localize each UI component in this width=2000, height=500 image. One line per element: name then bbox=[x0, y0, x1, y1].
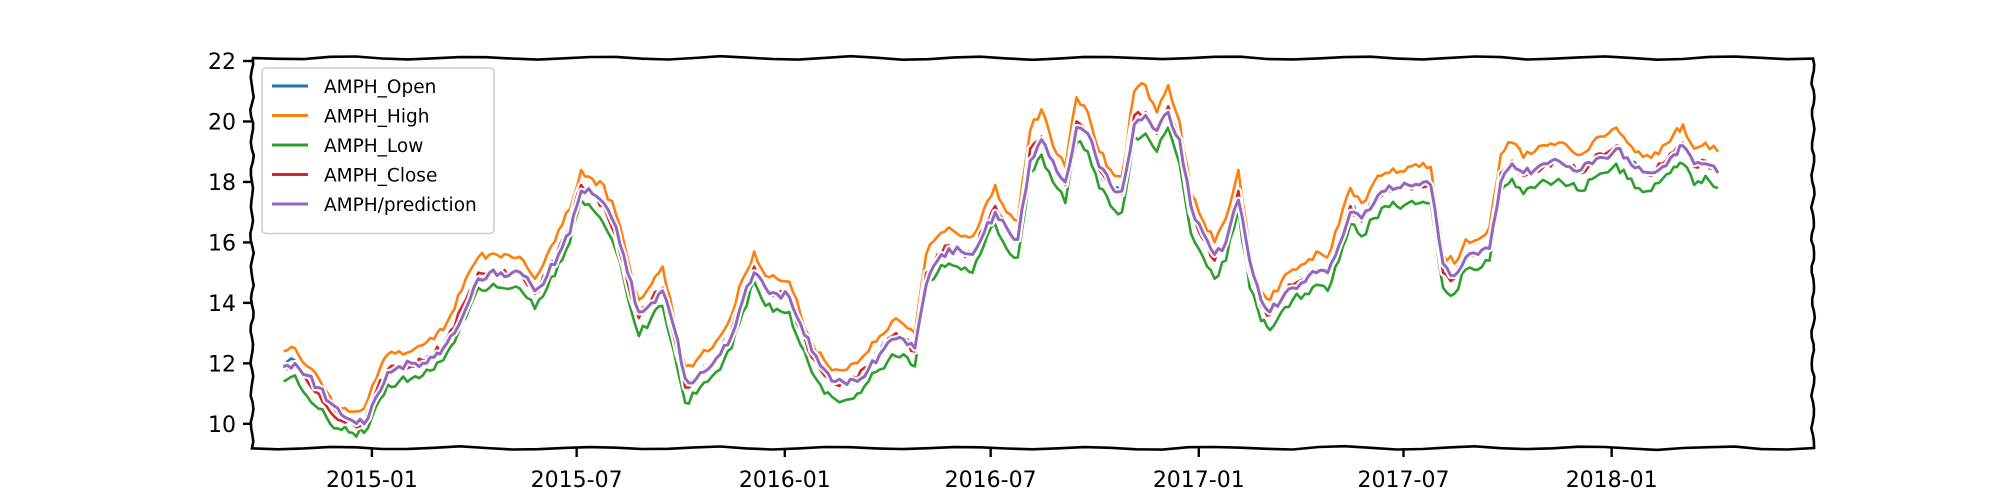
x-tick-label: 2018-01 bbox=[1566, 468, 1658, 493]
legend-label: AMPH_Open bbox=[324, 77, 436, 98]
legend-item-amph-open: AMPH_Open bbox=[272, 77, 436, 98]
plot-frame bbox=[248, 54, 1817, 452]
y-tick-label: 18 bbox=[208, 171, 236, 196]
y-tick-label: 22 bbox=[208, 50, 236, 75]
legend-item-amph-low: AMPH_Low bbox=[272, 136, 423, 157]
x-tick-label: 2015-07 bbox=[531, 468, 623, 493]
y-tick-label: 16 bbox=[208, 231, 236, 256]
legend: AMPH_Open AMPH_High AMPH_Low AMPH_Close AMPH… bbox=[261, 67, 495, 235]
x-axis: 2015-01 2015-07 2016-01 2016-07 2017-01 2017-… bbox=[326, 448, 1658, 493]
legend-label: AMPH_High bbox=[324, 107, 429, 128]
series-layer bbox=[280, 79, 1721, 441]
legend-item-amph-high: AMPH_High bbox=[272, 107, 429, 128]
y-tick-label: 20 bbox=[208, 110, 236, 135]
legend-label: AMPH/prediction bbox=[324, 195, 477, 216]
series-amph-prediction bbox=[282, 108, 1721, 428]
series-halo bbox=[282, 79, 1721, 416]
legend-label: AMPH_Close bbox=[324, 166, 437, 187]
series-amph-high bbox=[282, 79, 1721, 416]
x-tick-label: 2016-07 bbox=[945, 468, 1037, 493]
x-tick-label: 2015-01 bbox=[326, 468, 418, 493]
x-tick-label: 2016-01 bbox=[739, 468, 831, 493]
x-tick-label: 2017-01 bbox=[1153, 468, 1245, 493]
y-tick-label: 10 bbox=[208, 413, 236, 438]
legend-item-amph-close: AMPH_Close bbox=[272, 166, 437, 187]
series-line bbox=[283, 110, 1720, 426]
series-line bbox=[283, 81, 1720, 413]
y-tick-label: 12 bbox=[208, 352, 236, 377]
y-axis: 10 12 14 16 18 20 22 bbox=[208, 50, 252, 438]
legend-label: AMPH_Low bbox=[324, 136, 423, 157]
y-tick-label: 14 bbox=[208, 292, 236, 317]
series-line bbox=[283, 126, 1719, 438]
legend-item-amph-prediction: AMPH/prediction bbox=[272, 195, 477, 216]
legend-box bbox=[261, 67, 495, 235]
x-tick-label: 2017-07 bbox=[1358, 468, 1450, 493]
series-amph-low bbox=[281, 124, 1719, 441]
